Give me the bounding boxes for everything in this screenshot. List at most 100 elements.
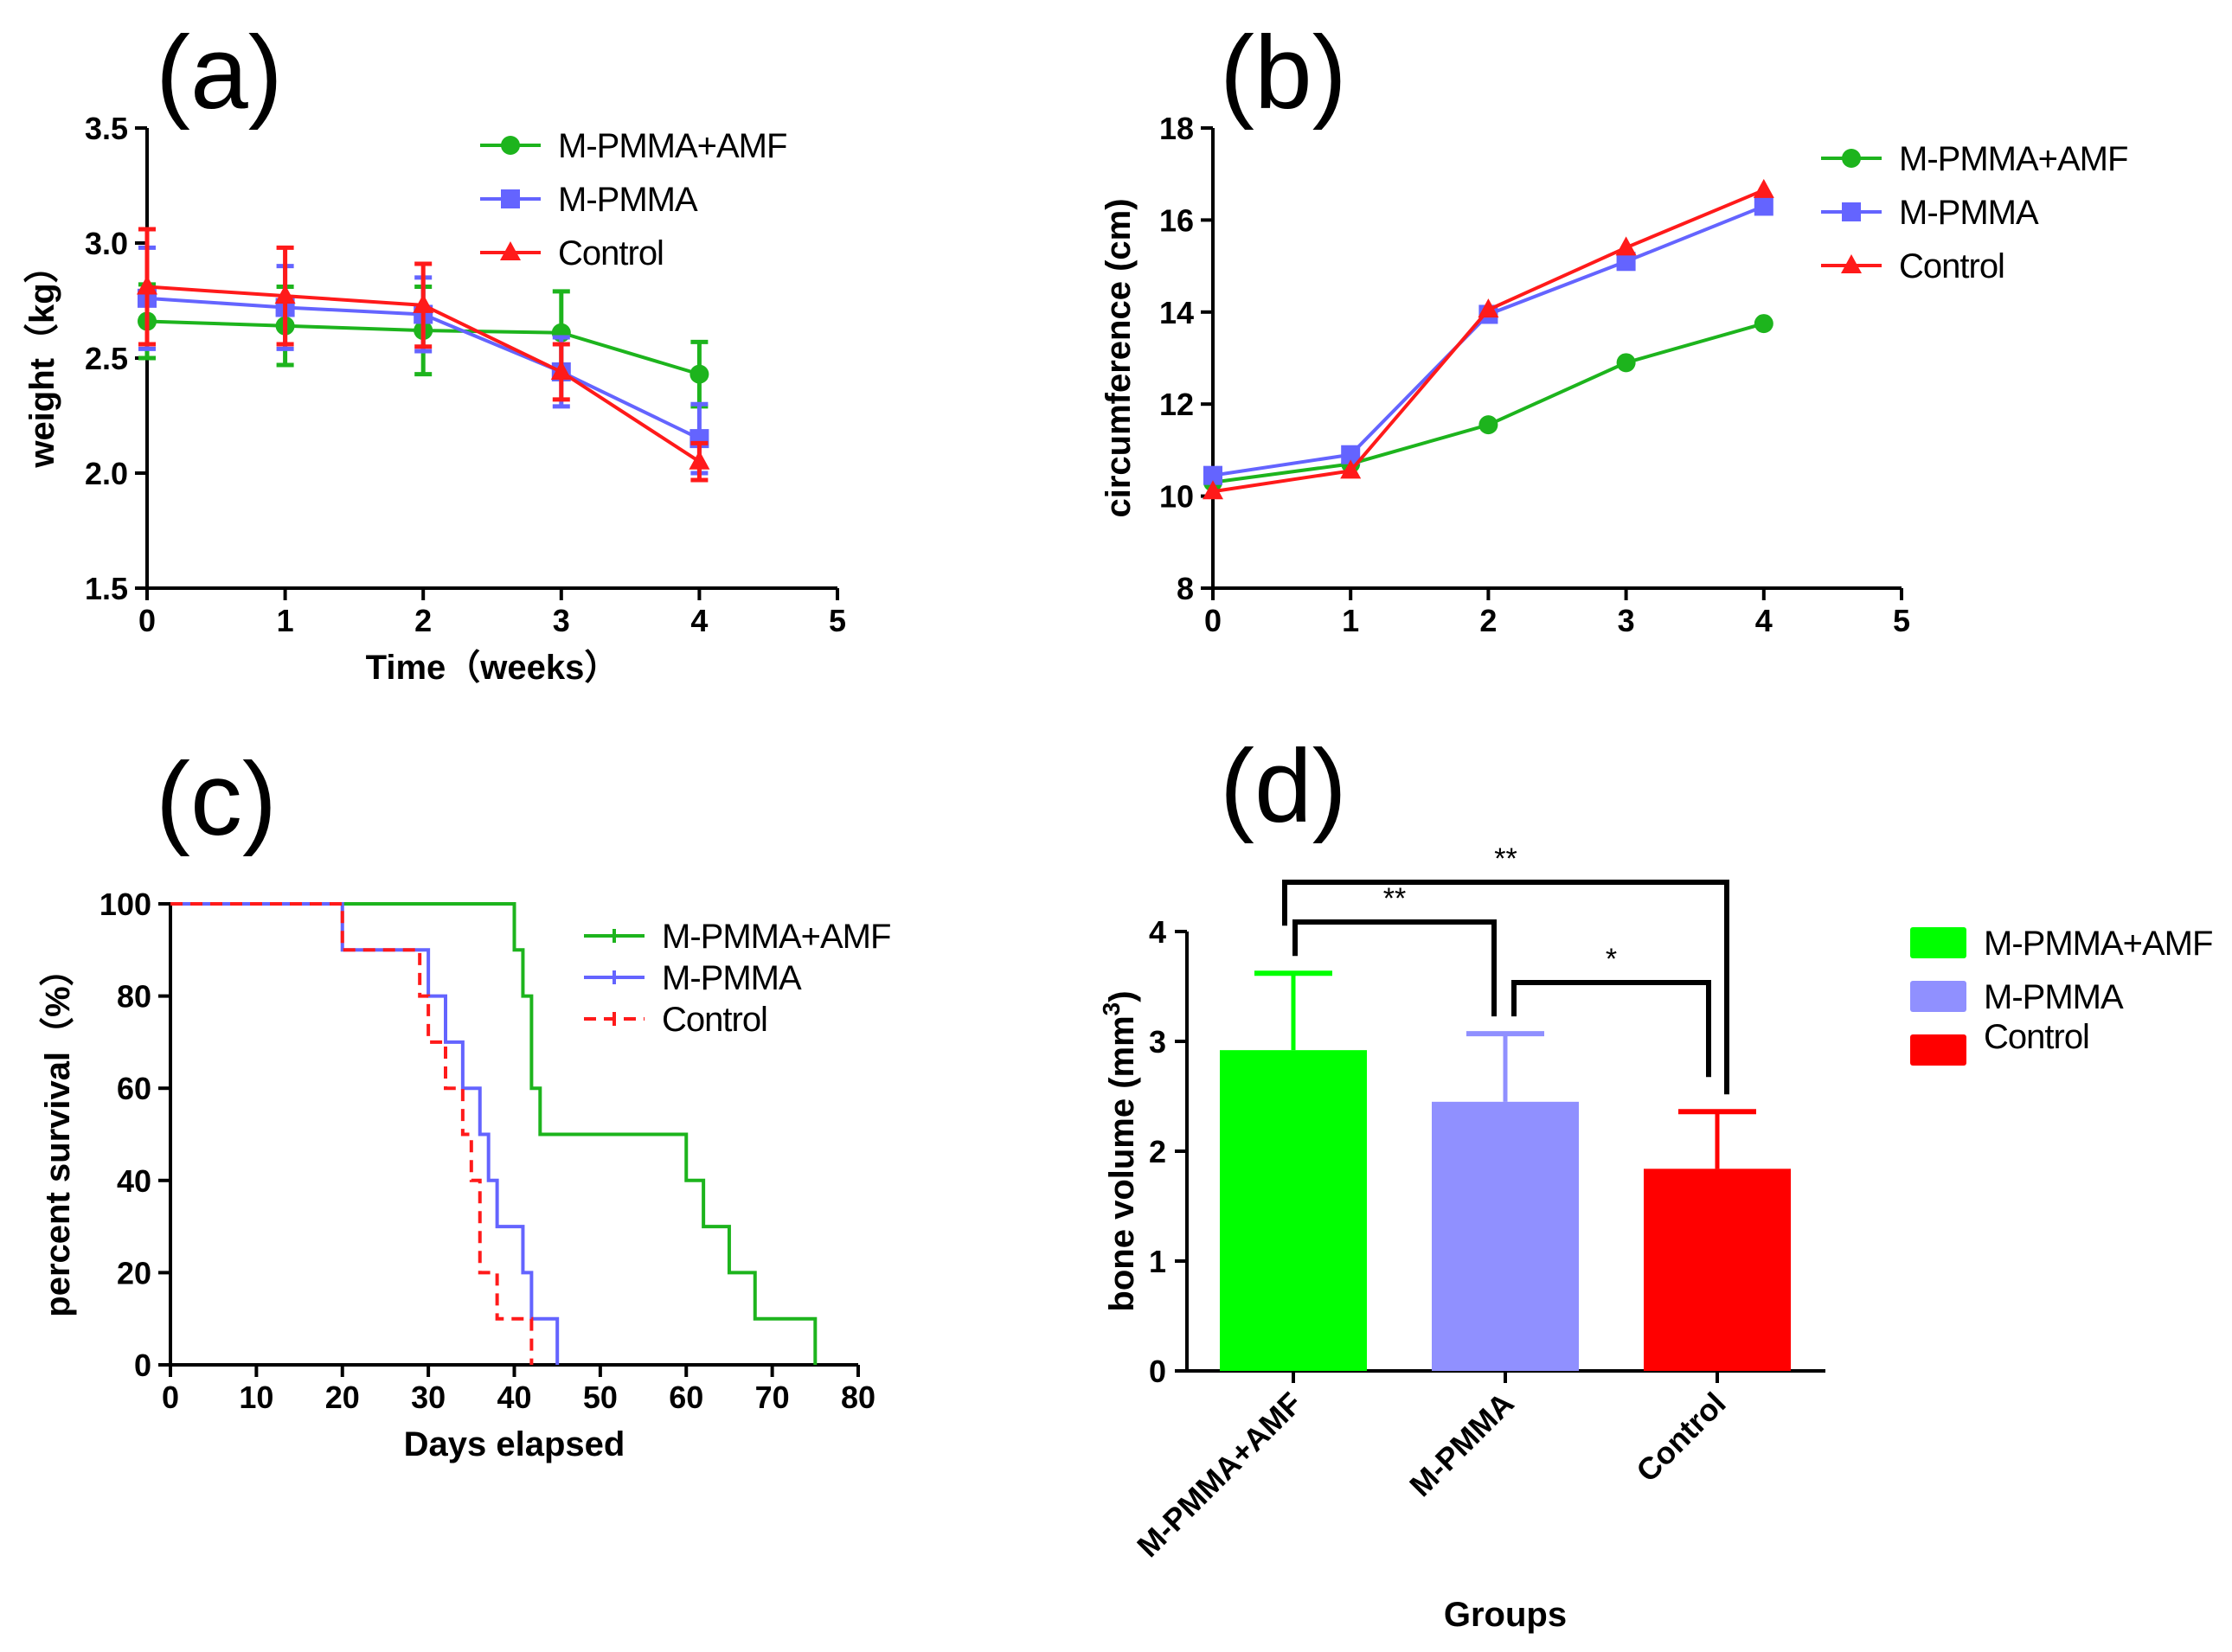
legend-label: M-PMMA+AMF bbox=[662, 918, 890, 956]
panel-d-bone-volume-chart: 0 1 2 3 4 bone volume (mm3) M-PMMA+AMF M-PMMA Co… bbox=[1098, 842, 2213, 1634]
y-tick-label: 18 bbox=[1159, 111, 1194, 146]
legend-item-2: Control bbox=[584, 1001, 768, 1039]
x-tick-label: 50 bbox=[583, 1380, 618, 1415]
y-tick-label: 10 bbox=[1159, 479, 1194, 515]
legend-item-1: M-PMMA bbox=[584, 959, 803, 997]
legend-label: M-PMMA bbox=[1984, 978, 2124, 1016]
data-point-square bbox=[1341, 445, 1361, 464]
legend-item-0: M-PMMA+AMF bbox=[480, 127, 787, 165]
x-tick-label: 5 bbox=[1893, 603, 1910, 638]
y-tick-label: 60 bbox=[117, 1071, 151, 1106]
x-tick-label: 4 bbox=[690, 603, 708, 638]
data-point-circle bbox=[1754, 314, 1773, 334]
y-tick-label: 2 bbox=[1149, 1134, 1166, 1169]
series-Control bbox=[137, 227, 710, 483]
legend-marker-square bbox=[1842, 202, 1861, 221]
legend-label: M-PMMA+AMF bbox=[1984, 925, 2212, 963]
data-point-square bbox=[1203, 465, 1222, 485]
x-axis-label: Time（weeks） bbox=[366, 649, 619, 687]
panel-label-a: (a) bbox=[156, 15, 283, 131]
x-tick-label: 10 bbox=[239, 1380, 273, 1415]
series-Control bbox=[1203, 178, 1774, 500]
legend-marker-triangle bbox=[500, 241, 521, 260]
survival-curve bbox=[170, 902, 818, 1365]
x-tick-label: 40 bbox=[497, 1380, 531, 1415]
legend-item-0: M-PMMA+AMF bbox=[1821, 140, 2128, 178]
x-tick-label: 0 bbox=[162, 1380, 179, 1415]
y-tick-label: 0 bbox=[134, 1348, 151, 1383]
x-tick-label: 70 bbox=[755, 1380, 790, 1415]
significance-label: ** bbox=[1383, 882, 1406, 915]
x-tick-label: 1 bbox=[277, 603, 294, 638]
y-tick-label: 3.0 bbox=[85, 226, 128, 261]
series-M-PMMA bbox=[170, 902, 560, 1365]
x-axis-label: Days elapsed bbox=[404, 1425, 625, 1463]
y-tick-label: 100 bbox=[99, 887, 151, 922]
x-tick-label: 30 bbox=[411, 1380, 446, 1415]
significance-label: ** bbox=[1494, 842, 1517, 875]
legend-label: M-PMMA+AMF bbox=[558, 127, 786, 165]
legend-item-2: Control bbox=[480, 234, 664, 272]
legend-marker-circle bbox=[1842, 149, 1861, 168]
y-axis-label: bone volume (mm3) bbox=[1098, 990, 1141, 1311]
y-tick-label: 3.5 bbox=[85, 111, 128, 146]
legend-item-1: M-PMMA bbox=[480, 181, 699, 219]
data-point-triangle bbox=[137, 275, 157, 295]
y-axis-label: circumference (cm) bbox=[1100, 198, 1138, 517]
panel-c-survival-chart: 0 20 40 60 80 100 0 10 20 30 40 50 60 70 80 Days elapse… bbox=[39, 887, 891, 1463]
series-line bbox=[1212, 322, 1765, 484]
y-tick-label: 40 bbox=[117, 1163, 151, 1199]
x-category-label: Control bbox=[1629, 1386, 1732, 1489]
x-tick-label: 2 bbox=[1479, 603, 1497, 638]
x-tick-label: 0 bbox=[138, 603, 156, 638]
y-axis-label-end: ) bbox=[1103, 990, 1141, 1002]
significance-bracket-0: ** bbox=[1282, 842, 1729, 1095]
legend-item-2: Control bbox=[1821, 247, 2005, 285]
bar-1 bbox=[1432, 1101, 1579, 1371]
data-point-circle bbox=[1616, 353, 1636, 373]
y-tick-label: 2.0 bbox=[85, 456, 128, 491]
y-axis-label: percent survival（%） bbox=[39, 951, 77, 1316]
x-tick-label: 5 bbox=[829, 603, 846, 638]
series-M-PMMA bbox=[1203, 196, 1773, 485]
legend-label: Control bbox=[1899, 247, 2004, 285]
y-tick-label: 4 bbox=[1149, 914, 1166, 950]
legend-swatch bbox=[1910, 981, 1966, 1012]
bracket-line bbox=[1292, 919, 1497, 1017]
x-axis-label: Groups bbox=[1444, 1596, 1567, 1634]
panel-label-b: (b) bbox=[1220, 15, 1347, 131]
y-tick-label: 3 bbox=[1149, 1024, 1166, 1060]
y-tick-label: 8 bbox=[1177, 571, 1194, 606]
y-tick-label: 0 bbox=[1149, 1354, 1166, 1389]
data-point-triangle bbox=[689, 450, 710, 470]
bracket-line bbox=[1282, 880, 1729, 1095]
x-tick-label: 0 bbox=[1204, 603, 1222, 638]
y-tick-label: 14 bbox=[1159, 295, 1194, 330]
data-point-circle bbox=[689, 364, 709, 384]
bar-0 bbox=[1220, 1050, 1367, 1371]
legend-item-1: M-PMMA bbox=[1821, 194, 2040, 232]
y-tick-label: 80 bbox=[117, 979, 151, 1015]
legend-item-1: M-PMMA bbox=[1910, 978, 2125, 1016]
x-category-label: M-PMMA+AMF bbox=[1130, 1386, 1308, 1564]
y-tick-label: 1.5 bbox=[85, 571, 128, 606]
x-tick-label: 3 bbox=[553, 603, 570, 638]
significance-bracket-2: * bbox=[1511, 943, 1711, 1078]
y-axis-label-text: bone volume (mm bbox=[1103, 1015, 1141, 1311]
series-Control bbox=[170, 902, 534, 1365]
x-tick-label: 3 bbox=[1618, 603, 1635, 638]
x-tick-label: 1 bbox=[1342, 603, 1359, 638]
y-tick-label: 2.5 bbox=[85, 341, 128, 376]
x-category-label: M-PMMA bbox=[1402, 1386, 1520, 1503]
y-axis-label: weight（kg） bbox=[23, 248, 61, 468]
y-tick-label: 1 bbox=[1149, 1244, 1166, 1279]
data-point-triangle bbox=[1478, 298, 1499, 318]
legend-marker-square bbox=[501, 189, 520, 208]
x-tick-label: 60 bbox=[669, 1380, 703, 1415]
data-point-triangle bbox=[274, 285, 296, 304]
series-line bbox=[1212, 188, 1765, 494]
legend-marker-triangle bbox=[1841, 254, 1862, 273]
legend-label: M-PMMA bbox=[662, 959, 802, 997]
data-point-triangle bbox=[1753, 178, 1774, 198]
